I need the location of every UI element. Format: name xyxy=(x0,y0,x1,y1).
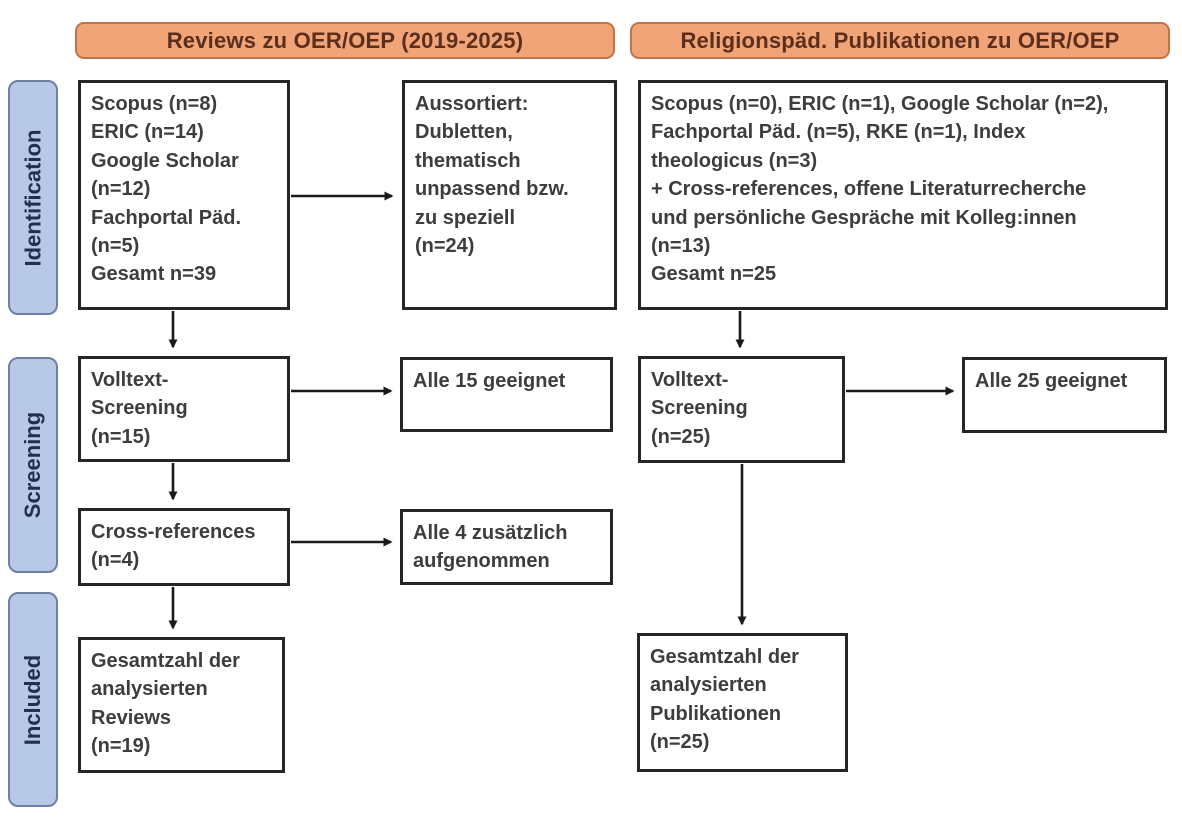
stage-label-identification: Identification xyxy=(8,80,58,315)
box-included-publications: Gesamtzahl der analysierten Publikatione… xyxy=(637,633,848,772)
box-fulltext-screening-left: Volltext- Screening (n=15) xyxy=(78,356,290,462)
stage-label-included-text: Included xyxy=(20,654,46,745)
stage-label-screening: Screening xyxy=(8,357,58,573)
box-included-reviews: Gesamtzahl der analysierten Reviews (n=1… xyxy=(78,637,285,773)
box-fulltext-screening-right: Volltext- Screening (n=25) xyxy=(638,356,845,463)
box-identification-sources-left: Scopus (n=8) ERIC (n=14) Google Scholar … xyxy=(78,80,290,310)
box-identification-sources-right: Scopus (n=0), ERIC (n=1), Google Scholar… xyxy=(638,80,1168,310)
box-crossref-result: Alle 4 zusätzlich aufgenommen xyxy=(400,509,613,585)
stage-label-screening-text: Screening xyxy=(20,411,45,519)
box-excluded-records: Aussortiert: Dubletten, thematisch unpas… xyxy=(402,80,617,310)
column-header-religionspaed-publikationen: Religionspäd. Publikationen zu OER/OEP xyxy=(630,22,1170,59)
box-screening-result-right: Alle 25 geeignet xyxy=(962,357,1167,433)
box-cross-references: Cross-references (n=4) xyxy=(78,508,290,586)
box-screening-result-left: Alle 15 geeignet xyxy=(400,357,613,432)
column-header-reviews: Reviews zu OER/OEP (2019-2025) xyxy=(75,22,615,59)
stage-label-identification-text: Identification xyxy=(20,129,46,266)
stage-label-included: Included xyxy=(8,592,58,807)
